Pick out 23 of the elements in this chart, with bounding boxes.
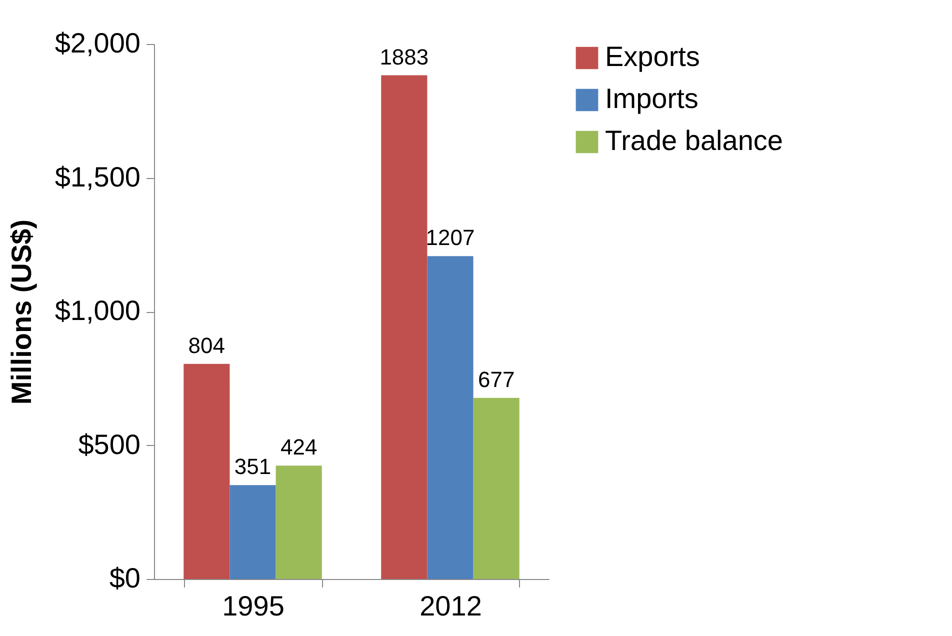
- y-axis-title: Millions (US$): [6, 219, 37, 405]
- legend-label: Trade balance: [605, 125, 783, 156]
- data-label: 351: [234, 454, 272, 480]
- x-tick-label: 1995: [222, 590, 284, 622]
- data-label: 1883: [380, 44, 429, 70]
- data-label: 804: [188, 332, 226, 358]
- data-label: 424: [280, 434, 318, 460]
- bar: [473, 398, 520, 579]
- bar: [427, 256, 474, 579]
- legend-label: Exports: [605, 41, 700, 72]
- y-tick-label: $1,000: [54, 295, 140, 326]
- bar: [230, 485, 276, 579]
- bar: [184, 364, 230, 579]
- bar: [276, 466, 322, 579]
- y-tick-label: $500: [78, 428, 140, 460]
- bar: [381, 75, 428, 579]
- data-label: 1207: [426, 225, 475, 250]
- y-tick-label: $1,500: [54, 161, 140, 192]
- y-tick-label: $0: [109, 562, 140, 594]
- y-tick-label: $2,000: [54, 28, 140, 58]
- legend-label: Imports: [605, 83, 698, 114]
- data-label: 677: [478, 366, 515, 392]
- x-tick-label: 2012: [420, 590, 482, 622]
